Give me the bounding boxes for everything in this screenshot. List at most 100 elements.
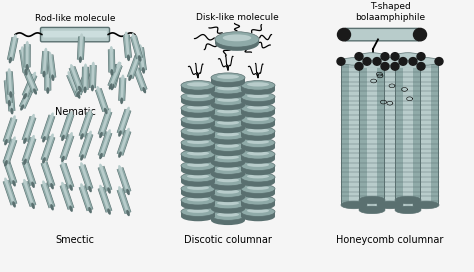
Polygon shape: [22, 74, 37, 97]
Polygon shape: [117, 109, 131, 134]
Ellipse shape: [181, 166, 215, 175]
Ellipse shape: [9, 85, 11, 92]
Ellipse shape: [241, 177, 275, 187]
Text: Rod-like molecule: Rod-like molecule: [35, 14, 115, 23]
Polygon shape: [24, 117, 34, 141]
Polygon shape: [395, 57, 421, 200]
Text: Smectic: Smectic: [55, 235, 94, 245]
Polygon shape: [396, 66, 420, 210]
Ellipse shape: [142, 87, 146, 93]
Ellipse shape: [23, 138, 27, 144]
Ellipse shape: [107, 129, 111, 136]
Polygon shape: [82, 67, 89, 90]
Polygon shape: [123, 35, 131, 58]
Polygon shape: [6, 71, 14, 95]
Ellipse shape: [23, 93, 27, 99]
Ellipse shape: [23, 159, 27, 165]
Polygon shape: [403, 57, 412, 200]
Polygon shape: [25, 70, 36, 92]
Ellipse shape: [211, 181, 245, 191]
Ellipse shape: [241, 115, 275, 125]
Ellipse shape: [181, 172, 215, 182]
Ellipse shape: [85, 70, 89, 76]
Ellipse shape: [181, 177, 215, 187]
Polygon shape: [81, 165, 91, 190]
Polygon shape: [3, 139, 17, 164]
Ellipse shape: [247, 209, 269, 213]
Ellipse shape: [139, 44, 142, 51]
Circle shape: [435, 58, 443, 65]
Polygon shape: [5, 180, 15, 205]
Ellipse shape: [4, 156, 8, 163]
Polygon shape: [396, 57, 420, 200]
Ellipse shape: [241, 161, 275, 171]
Polygon shape: [79, 164, 93, 190]
Ellipse shape: [241, 154, 275, 164]
Polygon shape: [360, 57, 384, 200]
Ellipse shape: [211, 84, 245, 94]
Polygon shape: [117, 109, 131, 135]
Polygon shape: [241, 200, 275, 205]
Polygon shape: [137, 47, 147, 71]
Polygon shape: [45, 67, 51, 91]
Polygon shape: [3, 180, 18, 205]
Ellipse shape: [217, 178, 239, 182]
Polygon shape: [3, 180, 17, 205]
Polygon shape: [43, 51, 47, 74]
Ellipse shape: [26, 64, 29, 71]
Polygon shape: [98, 131, 112, 157]
Polygon shape: [84, 67, 87, 90]
Ellipse shape: [247, 117, 269, 121]
Polygon shape: [129, 56, 139, 78]
Polygon shape: [359, 57, 385, 200]
Polygon shape: [22, 181, 36, 207]
Polygon shape: [41, 162, 55, 187]
Ellipse shape: [187, 174, 209, 178]
Ellipse shape: [134, 65, 138, 72]
Polygon shape: [41, 136, 55, 161]
Ellipse shape: [211, 165, 245, 174]
Ellipse shape: [359, 196, 385, 204]
Ellipse shape: [88, 131, 92, 137]
Ellipse shape: [181, 212, 215, 221]
Polygon shape: [60, 113, 74, 139]
Ellipse shape: [126, 128, 130, 134]
Ellipse shape: [132, 33, 135, 39]
Polygon shape: [378, 61, 402, 205]
Circle shape: [399, 58, 407, 65]
Polygon shape: [211, 158, 245, 163]
Ellipse shape: [211, 130, 245, 140]
Polygon shape: [241, 154, 275, 159]
Ellipse shape: [31, 203, 35, 209]
Polygon shape: [118, 78, 126, 101]
Polygon shape: [377, 61, 403, 205]
Ellipse shape: [50, 204, 54, 211]
Polygon shape: [98, 166, 112, 191]
Ellipse shape: [359, 63, 385, 70]
Polygon shape: [24, 75, 36, 97]
Polygon shape: [241, 97, 275, 102]
Polygon shape: [22, 181, 36, 207]
Polygon shape: [108, 64, 122, 88]
Ellipse shape: [61, 182, 65, 188]
Ellipse shape: [187, 117, 209, 121]
Circle shape: [337, 28, 350, 41]
Polygon shape: [127, 55, 141, 79]
Ellipse shape: [241, 104, 275, 113]
Polygon shape: [133, 67, 147, 91]
Polygon shape: [3, 159, 17, 184]
Polygon shape: [118, 168, 129, 192]
Polygon shape: [128, 55, 141, 79]
Polygon shape: [414, 61, 438, 205]
Ellipse shape: [42, 159, 46, 166]
Ellipse shape: [241, 200, 275, 210]
Polygon shape: [117, 188, 131, 214]
Polygon shape: [46, 54, 56, 78]
Polygon shape: [367, 66, 376, 210]
Ellipse shape: [88, 110, 92, 116]
Ellipse shape: [211, 101, 245, 110]
Polygon shape: [181, 120, 215, 125]
Ellipse shape: [48, 52, 52, 58]
Polygon shape: [215, 39, 259, 43]
Polygon shape: [68, 74, 80, 96]
